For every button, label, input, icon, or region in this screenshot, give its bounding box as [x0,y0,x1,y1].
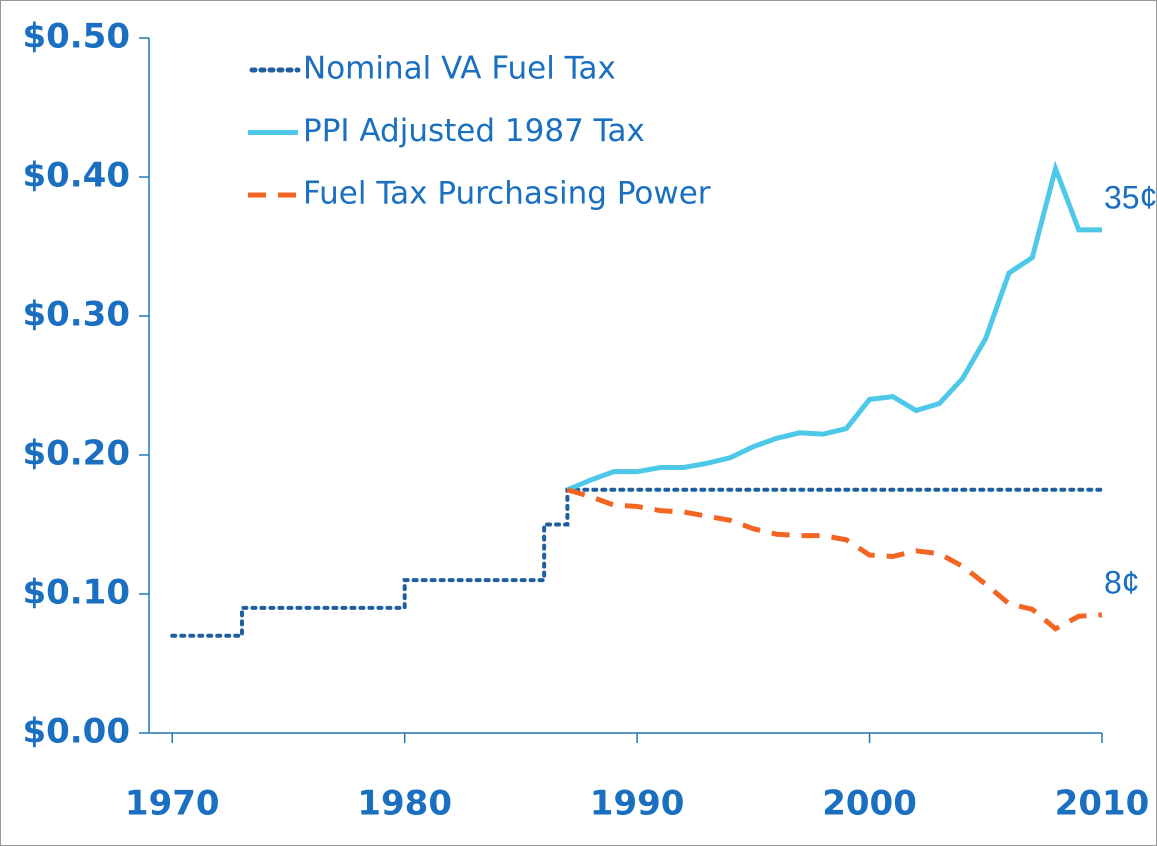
series-line [170,487,1104,638]
annotation: 35¢ [1104,179,1157,215]
y-tick-label: $0.30 [22,295,130,335]
legend-label: Nominal VA Fuel Tax [303,51,616,87]
x-tick-label: 1970 [125,784,220,824]
legend-label: PPI Adjusted 1987 Tax [303,113,645,149]
x-tick-label: 1990 [590,784,685,824]
y-tick-label: $0.50 [22,17,130,57]
y-tick-label: $0.00 [22,712,130,752]
y-tick-label: $0.10 [22,573,130,613]
series-line [566,160,1102,493]
series-line [566,487,1103,632]
x-tick-label: 2010 [1055,784,1150,824]
y-tick-label: $0.40 [22,156,130,196]
x-tick-label: 2000 [822,784,917,824]
legend-label: Fuel Tax Purchasing Power [303,176,711,212]
x-tick-label: 1980 [357,784,452,824]
y-tick-label: $0.20 [22,434,130,474]
annotation: 8¢ [1104,564,1140,600]
